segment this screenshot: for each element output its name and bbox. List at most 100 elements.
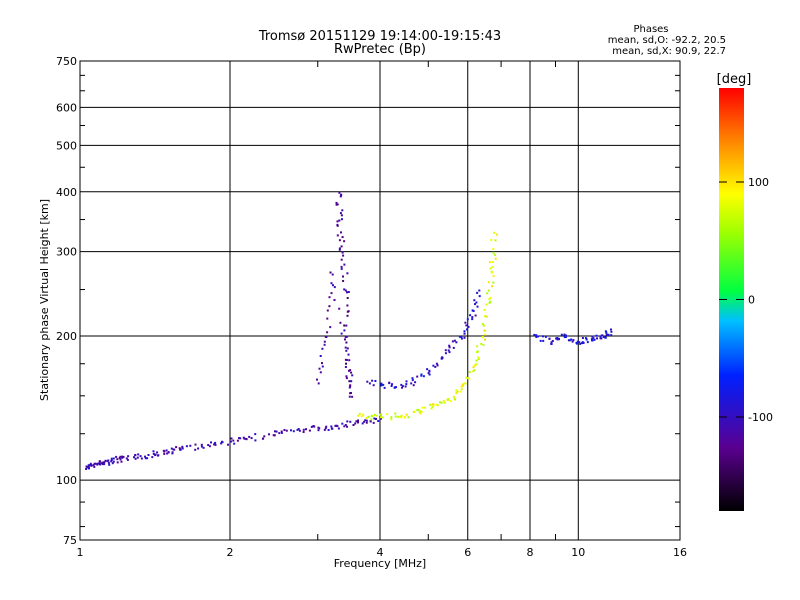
data-point bbox=[144, 455, 146, 458]
data-point bbox=[324, 336, 327, 338]
data-point bbox=[347, 353, 350, 356]
data-point bbox=[179, 448, 182, 451]
data-point bbox=[344, 338, 346, 341]
data-point bbox=[283, 429, 286, 431]
data-point bbox=[568, 339, 571, 342]
data-point bbox=[352, 424, 355, 426]
y-tick-label: 100 bbox=[56, 474, 77, 487]
data-point bbox=[348, 359, 351, 362]
data-point bbox=[326, 309, 329, 312]
data-point bbox=[103, 461, 106, 464]
data-point bbox=[348, 369, 350, 372]
data-point bbox=[351, 374, 354, 377]
data-point bbox=[475, 359, 478, 362]
data-point bbox=[452, 395, 455, 398]
data-point bbox=[310, 425, 313, 428]
data-point bbox=[349, 369, 352, 372]
data-point bbox=[447, 398, 450, 401]
data-point bbox=[468, 371, 471, 374]
phases-heading: Phases bbox=[633, 24, 668, 35]
data-point bbox=[581, 342, 583, 345]
data-point bbox=[585, 338, 588, 341]
data-point bbox=[596, 337, 598, 340]
data-point bbox=[444, 349, 447, 352]
data-point bbox=[471, 316, 474, 319]
data-point bbox=[610, 330, 613, 333]
data-point bbox=[243, 437, 246, 440]
data-point bbox=[485, 303, 488, 306]
data-point bbox=[331, 273, 334, 276]
data-point bbox=[329, 271, 332, 274]
data-point bbox=[330, 427, 333, 430]
data-point bbox=[482, 324, 485, 327]
data-point bbox=[386, 413, 389, 416]
data-point bbox=[463, 332, 466, 335]
data-point bbox=[606, 333, 609, 336]
data-point bbox=[379, 413, 381, 416]
data-point bbox=[342, 280, 345, 282]
data-point bbox=[181, 447, 184, 450]
data-point bbox=[550, 341, 553, 344]
data-point bbox=[477, 358, 480, 361]
data-point bbox=[600, 334, 603, 337]
data-point bbox=[435, 362, 438, 365]
data-point bbox=[494, 257, 497, 260]
data-point bbox=[335, 201, 338, 204]
data-point bbox=[535, 336, 538, 338]
data-point bbox=[460, 336, 463, 338]
data-point bbox=[326, 317, 329, 320]
data-point bbox=[227, 443, 229, 446]
data-point bbox=[373, 417, 376, 420]
data-point bbox=[230, 440, 232, 443]
data-point bbox=[346, 314, 349, 317]
data-point bbox=[115, 455, 118, 458]
data-point bbox=[248, 435, 251, 438]
data-point bbox=[290, 429, 292, 432]
data-point bbox=[147, 454, 150, 456]
data-point bbox=[579, 342, 582, 345]
data-point bbox=[338, 219, 341, 222]
data-point bbox=[564, 336, 567, 338]
data-point bbox=[133, 456, 135, 459]
data-point bbox=[262, 437, 265, 440]
data-point bbox=[456, 390, 459, 393]
data-point bbox=[491, 266, 494, 268]
data-point bbox=[317, 429, 320, 432]
colorbar-tick-label: -100 bbox=[748, 411, 773, 424]
data-point bbox=[604, 330, 607, 333]
data-point bbox=[480, 342, 483, 345]
data-point bbox=[90, 463, 93, 466]
data-point bbox=[336, 203, 339, 206]
data-point bbox=[245, 438, 248, 441]
data-point bbox=[542, 339, 545, 342]
data-point bbox=[263, 435, 266, 438]
data-point bbox=[338, 247, 341, 250]
data-point bbox=[544, 335, 547, 338]
data-point bbox=[448, 351, 451, 354]
data-point bbox=[343, 288, 346, 291]
data-point bbox=[239, 437, 242, 440]
data-point bbox=[363, 420, 366, 423]
data-point bbox=[431, 405, 434, 408]
data-point bbox=[343, 329, 346, 332]
data-point bbox=[170, 447, 173, 450]
data-point bbox=[472, 366, 475, 369]
data-point bbox=[586, 341, 589, 344]
data-point bbox=[555, 337, 558, 340]
data-point bbox=[576, 342, 578, 345]
data-point bbox=[610, 328, 612, 331]
data-point bbox=[107, 459, 110, 462]
data-point bbox=[280, 430, 283, 433]
data-point bbox=[121, 455, 124, 458]
data-point bbox=[93, 465, 96, 468]
data-point bbox=[336, 224, 339, 227]
data-point bbox=[593, 338, 596, 341]
data-point bbox=[324, 427, 327, 430]
data-point bbox=[419, 412, 422, 415]
data-point bbox=[358, 412, 361, 415]
data-point bbox=[488, 261, 491, 264]
data-point bbox=[372, 384, 375, 387]
data-point bbox=[344, 358, 347, 361]
data-point bbox=[166, 452, 169, 455]
data-point bbox=[119, 458, 122, 461]
